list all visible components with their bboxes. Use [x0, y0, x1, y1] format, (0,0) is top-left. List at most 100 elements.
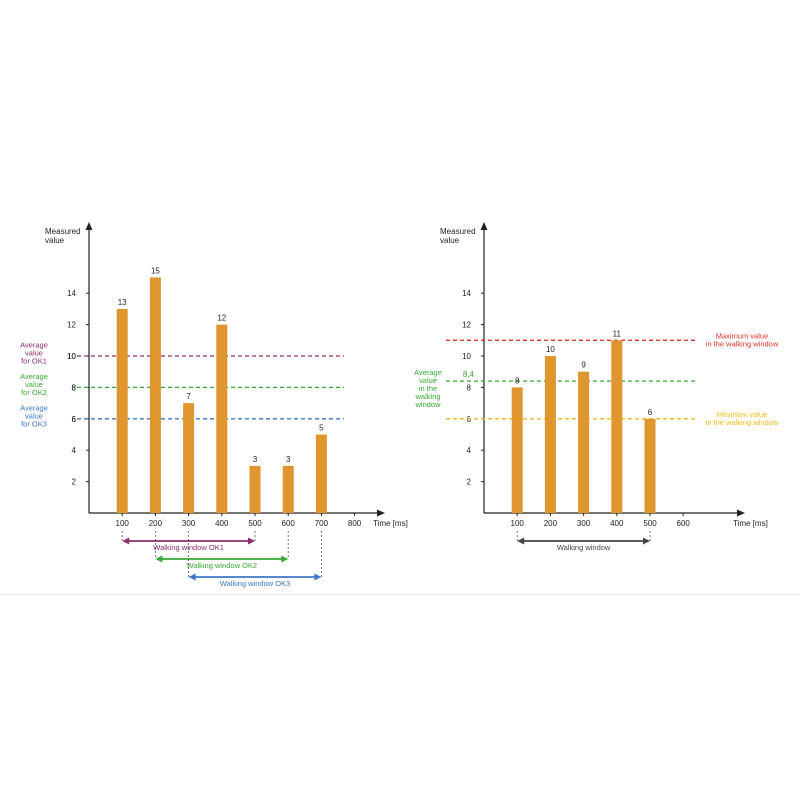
bar-value-label: 8: [515, 376, 520, 385]
bar: [149, 277, 161, 513]
bar-value-label: 5: [319, 424, 324, 433]
bar-value-label: 15: [151, 267, 160, 276]
reference-line-label: for OK1: [21, 357, 47, 366]
bar-value-label: 9: [581, 361, 586, 370]
reference-line-value: 6: [72, 415, 77, 424]
y-axis-title: Measured: [440, 227, 476, 236]
y-tick-label: 4: [467, 446, 472, 455]
reference-line-label: value: [25, 380, 43, 389]
window-label-bg: [551, 542, 616, 552]
x-axis-title: Time [ms]: [733, 519, 768, 528]
reference-line-label: in the walking window: [706, 339, 779, 348]
reference-line-label: Average: [20, 403, 48, 412]
separator-line: [0, 594, 800, 595]
y-tick-label: 8: [72, 383, 77, 392]
bar-value-label: 11: [613, 329, 622, 338]
reference-line-value: 8: [72, 383, 77, 392]
reference-line-label: Minimum value: [717, 410, 767, 419]
bar: [249, 465, 261, 513]
y-tick-label: 14: [67, 289, 76, 298]
reference-line-label: value: [25, 349, 43, 358]
arrowhead-right-icon: [248, 537, 255, 545]
arrowhead-right-icon: [314, 573, 322, 581]
x-tick-label: 100: [511, 519, 525, 528]
y-tick-label: 6: [72, 415, 77, 424]
bar-value-label: 13: [118, 298, 127, 307]
y-tick-label: 4: [72, 446, 77, 455]
x-tick-label: 300: [577, 519, 591, 528]
x-axis-arrow-icon: [737, 509, 745, 517]
bar-value-label: 7: [186, 392, 191, 401]
window-label-bg: [181, 560, 262, 570]
arrowhead-right-icon: [281, 555, 289, 563]
bar: [216, 324, 228, 513]
reference-line-value: 8,4: [463, 370, 475, 379]
reference-line-label: Average: [20, 372, 48, 381]
x-tick-label: 200: [544, 519, 558, 528]
arrowhead-left-icon: [517, 537, 525, 545]
y-axis-title: value: [440, 236, 460, 245]
y-tick-label: 8: [467, 383, 472, 392]
reference-line-label: Average: [414, 368, 442, 377]
y-axis-arrow-icon: [85, 222, 93, 230]
reference-line-label: value: [419, 376, 437, 385]
reference-line-value: 10: [67, 352, 76, 361]
x-tick-label: 100: [116, 519, 130, 528]
bar-value-label: 6: [648, 408, 653, 417]
y-tick-label: 10: [462, 352, 471, 361]
walking-window-label: Walking window OK3: [220, 579, 291, 588]
y-axis-title: value: [45, 236, 65, 245]
y-tick-label: 14: [462, 289, 471, 298]
x-tick-label: 800: [348, 519, 362, 528]
bar-value-label: 3: [253, 455, 258, 464]
bar-value-label: 12: [217, 314, 226, 323]
x-tick-label: 700: [315, 519, 329, 528]
window-label-bg: [215, 578, 295, 588]
reference-line-label: Average: [20, 341, 48, 350]
bar: [644, 418, 656, 513]
bar: [116, 308, 128, 513]
bar-value-label: 3: [286, 455, 291, 464]
bar-value-label: 10: [546, 345, 555, 354]
reference-line-label: in the walking window: [706, 418, 779, 427]
y-tick-label: 10: [67, 352, 76, 361]
x-axis-arrow-icon: [377, 509, 385, 517]
bar: [511, 387, 523, 513]
bar: [282, 465, 294, 513]
arrowhead-left-icon: [122, 537, 130, 545]
y-tick-label: 12: [462, 321, 471, 330]
reference-line-label: Maximum value: [716, 331, 769, 340]
bar: [578, 371, 590, 513]
reference-line-label: value: [25, 411, 43, 420]
x-tick-label: 500: [643, 519, 657, 528]
x-tick-label: 400: [215, 519, 229, 528]
arrowhead-right-icon: [643, 537, 650, 545]
y-tick-label: 2: [467, 478, 472, 487]
reference-line-label: for OK2: [21, 388, 47, 397]
y-tick-label: 2: [72, 478, 77, 487]
bar: [611, 340, 623, 513]
arrowhead-left-icon: [155, 555, 163, 563]
y-axis-title: Measured: [45, 227, 81, 236]
x-tick-label: 400: [610, 519, 624, 528]
x-tick-label: 200: [149, 519, 163, 528]
x-tick-label: 600: [677, 519, 691, 528]
bar: [544, 356, 556, 513]
x-tick-label: 500: [248, 519, 262, 528]
reference-line-label: for OK3: [21, 419, 47, 428]
bar: [183, 403, 195, 513]
x-tick-label: 300: [182, 519, 196, 528]
reference-line-label: window: [414, 400, 441, 409]
bar: [315, 434, 327, 513]
reference-line-label: walking: [414, 392, 440, 401]
walking-window-label: Walking window OK2: [187, 561, 258, 570]
walking-window-label: Walking window: [557, 543, 611, 552]
arrowhead-left-icon: [188, 573, 196, 581]
x-tick-label: 600: [282, 519, 296, 528]
reference-line-label: in the: [419, 384, 437, 393]
y-tick-label: 12: [67, 321, 76, 330]
y-axis-arrow-icon: [480, 222, 488, 230]
